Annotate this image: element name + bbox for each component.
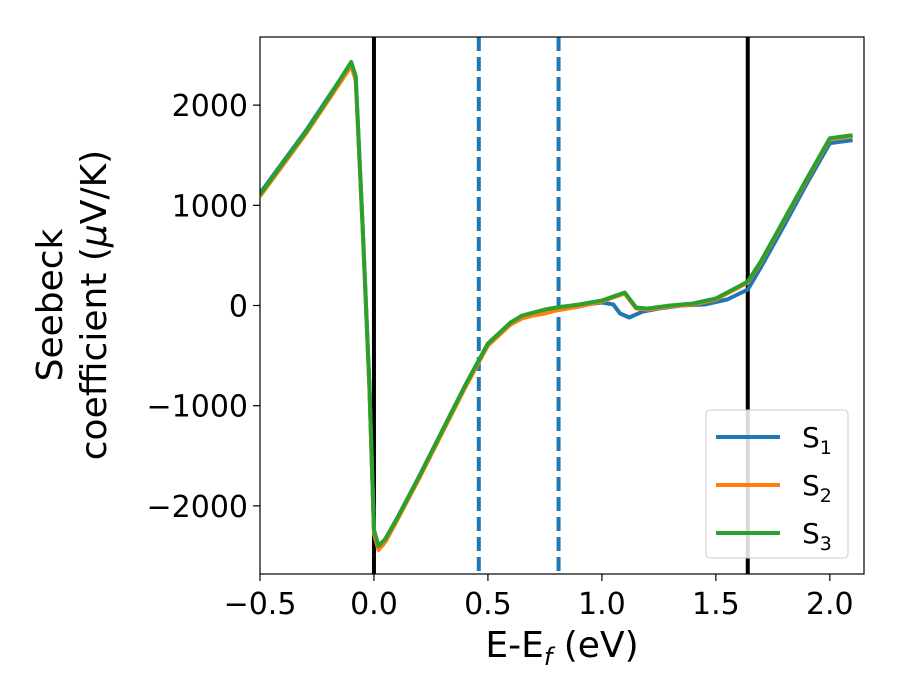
y-tick-label: 0: [229, 290, 248, 325]
x-tick-label: 0.0: [350, 587, 398, 622]
x-tick-label: 1.5: [692, 587, 740, 622]
y-axis-title-unit: V/K): [74, 150, 115, 224]
legend-label-S3: S3: [802, 517, 832, 555]
y-tick-label: 2000: [172, 89, 248, 124]
legend: S1 S2 S3: [705, 409, 849, 559]
series-line-S3: [260, 60, 853, 548]
y-axis-title-line2: coefficient (μV/K): [74, 150, 115, 460]
series-lines: [260, 60, 853, 552]
x-axis-ticks: −0.5 0.0 0.5 1.0 1.5 2.0: [224, 574, 854, 622]
legend-label-S1: S1: [802, 421, 832, 459]
y-axis-title-mu: μ: [74, 224, 115, 248]
x-axis-title-main: E-E: [485, 625, 543, 666]
x-tick-label: −0.5: [224, 587, 297, 622]
y-tick-label: 1000: [172, 189, 248, 224]
y-axis-ticks: −2000 −1000 0 1000 2000: [147, 89, 260, 525]
x-tick-label: 1.0: [578, 587, 626, 622]
x-axis-title-unit: (eV): [552, 625, 638, 666]
y-tick-label: −1000: [147, 390, 248, 425]
y-axis-title-prefix: coefficient (: [74, 247, 115, 460]
y-axis-title: Seebeck coefficient (μV/K): [30, 150, 115, 460]
x-axis-title: E-Ef (eV): [485, 625, 638, 671]
y-axis-title-line1: Seebeck: [30, 228, 71, 381]
x-tick-label: 0.5: [464, 587, 512, 622]
legend-label-S2: S2: [802, 469, 832, 507]
y-tick-label: −2000: [147, 490, 248, 525]
x-tick-label: 2.0: [806, 587, 854, 622]
